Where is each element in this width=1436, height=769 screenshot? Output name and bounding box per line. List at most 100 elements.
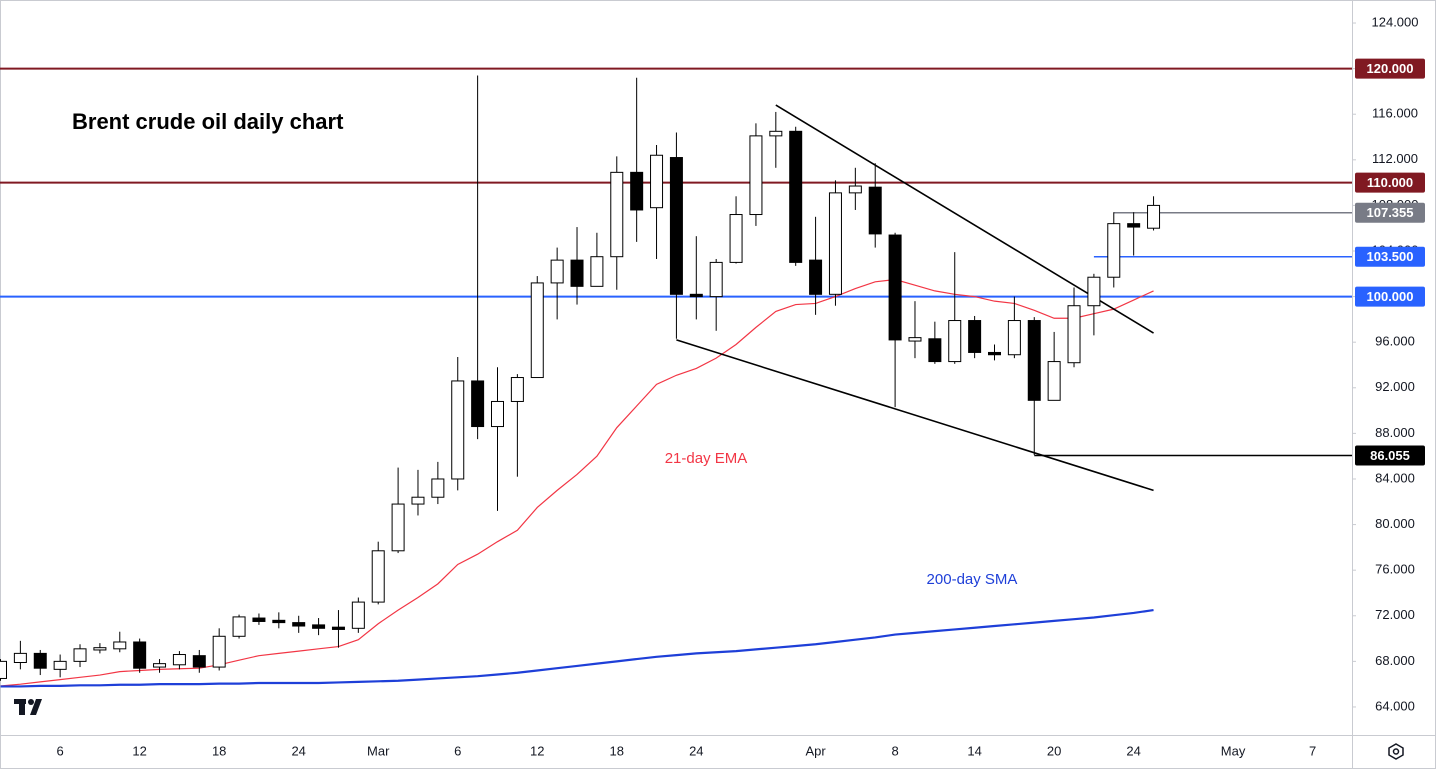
candle-body (669, 157, 683, 295)
candle-body (53, 660, 67, 670)
chart-title: Brent crude oil daily chart (72, 109, 344, 134)
candle-body (73, 648, 87, 662)
settings-icon[interactable] (1388, 743, 1404, 760)
candle-body (928, 338, 942, 363)
logo-part (19, 699, 25, 715)
candle-body (848, 185, 862, 194)
price-label-box (1355, 58, 1425, 79)
candle-body (133, 641, 147, 669)
candle-body (809, 259, 823, 295)
candle-body (252, 617, 266, 622)
candle-body (948, 320, 962, 363)
trendline (676, 339, 1154, 492)
x-tick-label: 12 (132, 743, 146, 758)
candle-body (968, 320, 982, 353)
x-tick-label: 24 (689, 743, 703, 758)
price-label: 107.355 (1367, 205, 1414, 220)
x-tick-label: 6 (454, 743, 461, 758)
price-label: 100.000 (1367, 289, 1414, 304)
candle-body (192, 655, 206, 668)
series-label: 200-day SMA (927, 571, 1018, 588)
series-label: 21-day EMA (665, 450, 748, 467)
candle-body (530, 282, 544, 379)
settings-dot[interactable] (1392, 748, 1400, 755)
x-tick-label: 14 (967, 743, 981, 758)
y-tick-label: 68.000 (1375, 653, 1415, 668)
logo (14, 699, 42, 715)
x-tick-label: Mar (367, 743, 390, 758)
x-tick-label: 18 (212, 743, 226, 758)
x-tick-label: May (1221, 743, 1246, 758)
candle-body (1087, 276, 1101, 307)
y-tick-label: 84.000 (1375, 470, 1415, 485)
candle-body (351, 601, 365, 629)
candle-body (1147, 204, 1161, 229)
candle-body (113, 641, 127, 650)
y-tick-label: 64.000 (1375, 698, 1415, 713)
candle-body (769, 130, 783, 137)
price-label-box (1355, 445, 1425, 466)
price-label-box (1355, 246, 1425, 267)
candle-body (13, 652, 27, 664)
x-tick-label: 18 (610, 743, 624, 758)
x-tick-label: Apr (805, 743, 826, 758)
candle-body (312, 624, 326, 629)
candle-body (1127, 223, 1141, 228)
candle-body (650, 154, 664, 209)
candle-body (789, 130, 803, 263)
y-tick-label: 76.000 (1375, 562, 1415, 577)
candle-body (431, 478, 445, 498)
y-tick-label: 88.000 (1375, 425, 1415, 440)
indicator-line (0, 278, 1154, 687)
candle-body (908, 337, 922, 342)
candle-body (471, 380, 485, 428)
candle-body (172, 654, 186, 666)
candle-body (610, 171, 624, 258)
candle-body (709, 261, 723, 298)
y-tick-label: 80.000 (1375, 516, 1415, 531)
plot: 64.000 68.000 72.000 76.000 80.000 84.000 88.0… (0, 14, 1419, 758)
y-tick-label: 124.000 (1372, 14, 1419, 29)
price-label-box (1355, 202, 1425, 223)
candle-body (1047, 361, 1061, 401)
candle-body (988, 351, 1001, 356)
candle-body (1027, 320, 1041, 401)
candle-body (411, 496, 425, 505)
candle-body (331, 626, 345, 630)
price-label: 110.000 (1367, 175, 1413, 190)
candle-body (491, 400, 504, 428)
candle-body (590, 256, 604, 287)
candle-body (1067, 305, 1081, 364)
candle-body (828, 192, 842, 295)
candle-body (272, 619, 286, 624)
x-tick-label: 24 (1126, 743, 1140, 758)
candle-body (888, 234, 902, 341)
candle-body (749, 135, 763, 216)
price-label: 103.500 (1367, 249, 1414, 264)
candle-body (510, 377, 524, 402)
x-tick-label: 24 (291, 743, 305, 758)
candle-body (33, 652, 47, 669)
x-tick-label: 6 (57, 743, 64, 758)
price-label-box (1355, 172, 1425, 193)
candle-body (729, 214, 743, 263)
candle-body (212, 635, 226, 668)
y-tick-label: 72.000 (1375, 607, 1415, 622)
candle-body (630, 171, 644, 211)
candle-body (93, 647, 107, 651)
candle-body (292, 622, 306, 627)
x-tick-label: 7 (1309, 743, 1316, 758)
candle-body (550, 259, 564, 284)
settings-shape[interactable] (1388, 743, 1404, 760)
candle-body (371, 550, 385, 603)
y-tick-label: 96.000 (1375, 334, 1415, 349)
candle-body (570, 259, 584, 287)
candle-body (689, 293, 703, 298)
candle-body (391, 503, 405, 552)
candle-body (153, 663, 167, 668)
logo-part (30, 699, 42, 715)
y-tick-label: 116.000 (1372, 106, 1418, 121)
candle-body (1007, 320, 1021, 356)
